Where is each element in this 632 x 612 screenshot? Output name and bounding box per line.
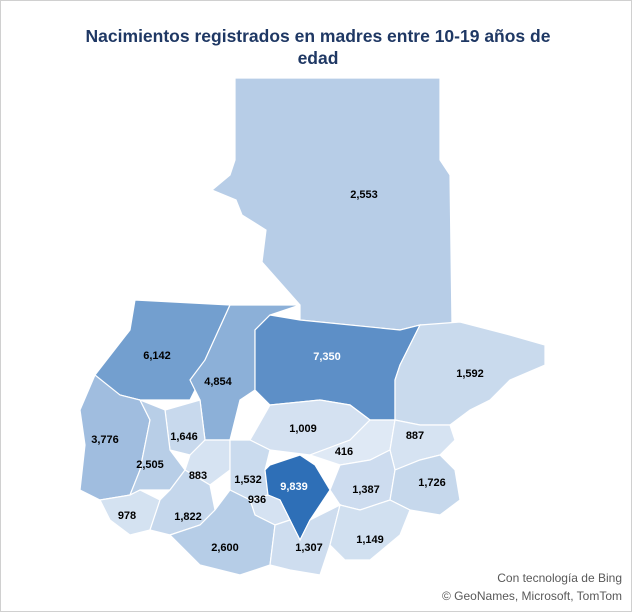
value-label: 2,553 (350, 189, 378, 201)
value-label: 936 (248, 494, 266, 506)
value-label: 883 (189, 470, 207, 482)
value-label: 4,854 (204, 376, 232, 388)
value-label: 1,009 (289, 423, 317, 435)
value-label: 9,839 (280, 481, 308, 493)
region (229, 439, 271, 501)
value-label: 6,142 (143, 350, 171, 362)
value-label: 1,532 (234, 474, 262, 486)
value-label: 887 (406, 430, 424, 442)
value-label: 1,307 (295, 542, 323, 554)
value-label: 3,776 (91, 434, 119, 446)
value-label: 7,350 (313, 351, 341, 363)
region (329, 499, 411, 561)
value-label: 416 (335, 446, 353, 458)
value-label: 1,592 (456, 368, 484, 380)
value-label: 2,505 (136, 459, 164, 471)
value-label: 1,822 (174, 511, 202, 523)
attribution: © GeoNames, Microsoft, TomTom (442, 589, 622, 603)
region (189, 304, 301, 441)
value-label: 1,387 (352, 484, 380, 496)
value-label: 978 (118, 510, 136, 522)
value-label: 2,600 (211, 542, 239, 554)
region (168, 489, 276, 576)
value-label: 1,646 (170, 431, 198, 443)
value-label: 1,726 (418, 477, 446, 489)
region (394, 321, 546, 426)
attribution: Con tecnología de Bing (497, 571, 622, 585)
chart-title: Nacimientos registrados en madres entre … (86, 26, 551, 68)
value-label: 1,149 (356, 534, 384, 546)
